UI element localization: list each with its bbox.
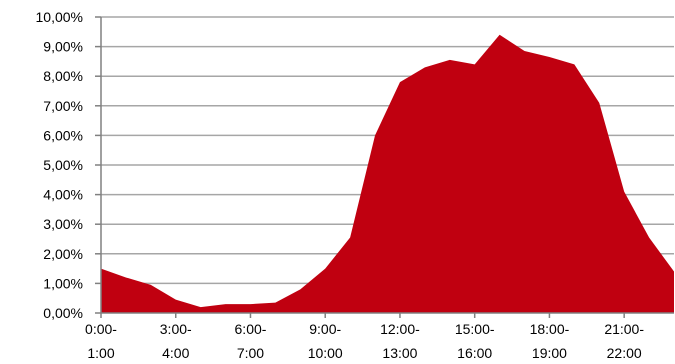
y-tick-label: 0,00% — [43, 305, 83, 321]
y-tick-label: 5,00% — [43, 157, 83, 173]
x-tick-label-top: 18:00- — [530, 321, 570, 337]
x-tick-label-bottom: 22:00 — [607, 345, 642, 361]
y-tick-label: 4,00% — [43, 187, 83, 203]
y-tick-label: 8,00% — [43, 68, 83, 84]
x-tick-label-top: 15:00- — [455, 321, 495, 337]
x-tick-label-bottom: 10:00 — [308, 345, 343, 361]
x-tick-label-top: 21:00- — [604, 321, 644, 337]
x-tick-label-top: 12:00- — [380, 321, 420, 337]
data-area-series — [101, 34, 674, 313]
y-axis-tick-labels: 0,00% 1,00% 2,00% 3,00% 4,00% 5,00% 6,00% 7,00%… — [36, 9, 83, 321]
y-tick-label: 3,00% — [43, 216, 83, 232]
y-tick-label: 2,00% — [43, 246, 83, 262]
x-tick-label-bottom: 16:00 — [457, 345, 492, 361]
x-tick-label-bottom: 1:00 — [87, 345, 114, 361]
y-tick-label: 1,00% — [43, 275, 83, 291]
x-axis-tick-labels: 0:00- 1:00 3:00- 4:00 6:00- 7:00 9:00- 10:00 12:… — [85, 321, 644, 361]
x-tick-label-bottom: 13:00 — [382, 345, 417, 361]
x-tick-label-top: 3:00- — [160, 321, 192, 337]
y-tick-label: 6,00% — [43, 127, 83, 143]
y-tick-label: 9,00% — [43, 39, 83, 55]
x-tick-label-top: 9:00- — [309, 321, 341, 337]
x-tick-label-top: 6:00- — [235, 321, 267, 337]
y-tick-label: 7,00% — [43, 98, 83, 114]
x-tick-label-bottom: 4:00 — [162, 345, 189, 361]
y-tick-label: 10,00% — [36, 9, 83, 25]
axes — [95, 16, 674, 318]
x-tick-label-bottom: 7:00 — [237, 345, 264, 361]
x-tick-label-top: 0:00- — [85, 321, 117, 337]
x-tick-label-bottom: 19:00 — [532, 345, 567, 361]
